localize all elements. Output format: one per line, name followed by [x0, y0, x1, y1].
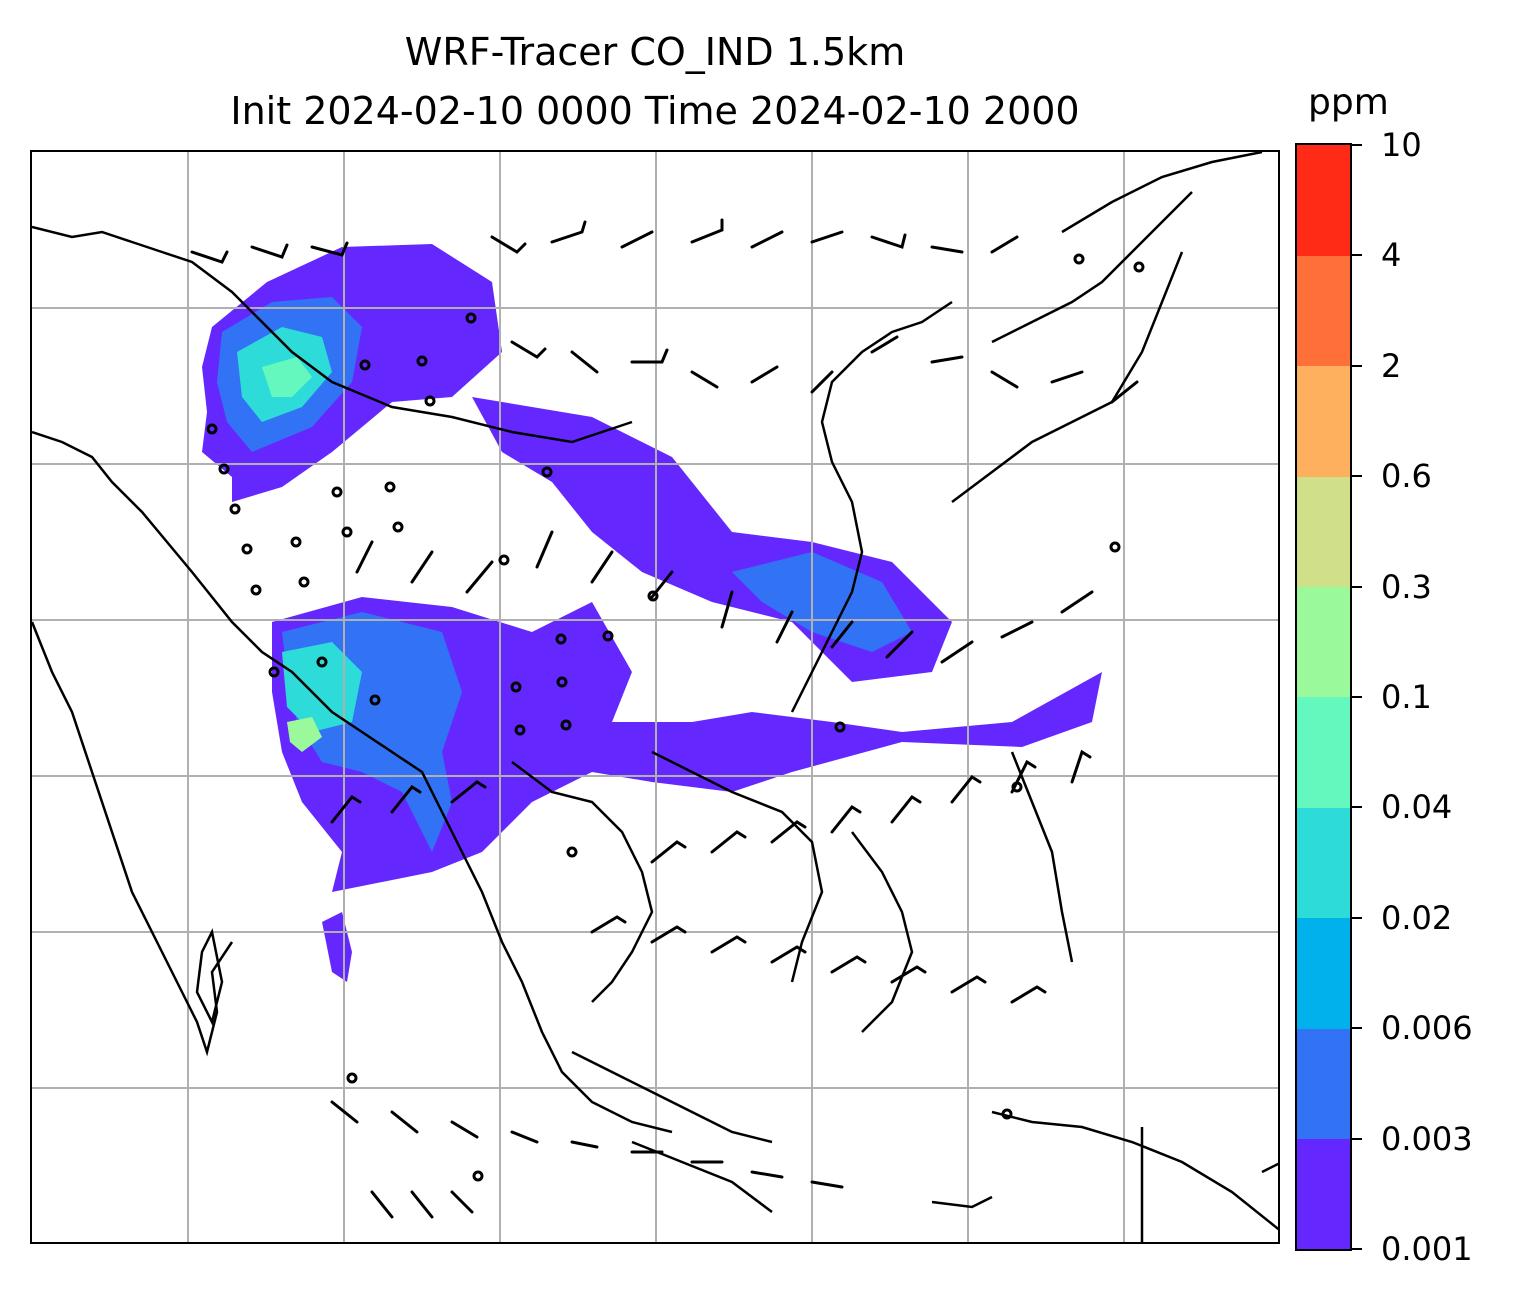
colorbar-tick — [1352, 916, 1362, 919]
colorbar-tick — [1352, 144, 1362, 146]
colorbar-tick-label: 0.006 — [1381, 1009, 1473, 1048]
colorbar-tick — [1352, 696, 1362, 698]
colorbar-segment — [1297, 917, 1350, 1029]
coastlines — [32, 152, 1278, 1242]
colorbar-segment — [1297, 1028, 1350, 1140]
colorbar-tick-label: 0.04 — [1381, 788, 1453, 827]
map-title-line-1: WRF-Tracer CO_IND 1.5km — [404, 30, 906, 74]
colorbar-tick-label: 10 — [1381, 126, 1422, 164]
colorbar-tick — [1352, 1248, 1362, 1250]
colorbar-tick — [1352, 806, 1362, 809]
colorbar-tick — [1352, 1027, 1362, 1030]
colorbar-tick-label: 0.001 — [1381, 1230, 1473, 1268]
colorbar — [1295, 143, 1352, 1251]
calm-wind-markers — [206, 253, 1145, 1182]
map-panel — [30, 150, 1280, 1244]
map-canvas — [32, 152, 1278, 1242]
colorbar-segment — [1297, 476, 1350, 588]
tracer-plume-north-peak — [262, 357, 312, 397]
tracer-patch-sea — [322, 912, 352, 982]
tracer-plume-south-peak — [287, 717, 322, 752]
colorbar-tick-label: 0.1 — [1381, 678, 1432, 716]
colorbar-tick — [1352, 254, 1362, 257]
tracer-shading — [202, 244, 1102, 982]
colorbar-tick — [1352, 364, 1362, 367]
tracer-band-central-mid — [732, 552, 912, 652]
colorbar-segment — [1297, 145, 1350, 256]
colorbar-segment — [1297, 1138, 1350, 1250]
tracer-plume-south — [272, 597, 1102, 892]
colorbar-segment — [1297, 586, 1350, 698]
colorbar-tick-label: 4 — [1381, 236, 1402, 275]
colorbar-tick-label: 0.6 — [1381, 457, 1432, 496]
colorbar-tick-label: 0.3 — [1381, 567, 1432, 606]
colorbar-unit-label: ppm — [1308, 82, 1389, 123]
colorbar-segment — [1297, 255, 1350, 367]
tracer-plume-south-core — [282, 642, 362, 732]
colorbar-tick — [1352, 475, 1362, 478]
wind-barbs — [190, 218, 1139, 1219]
colorbar-segment — [1297, 365, 1350, 477]
colorbar-tick — [1352, 1137, 1362, 1140]
colorbar-tick-label: 0.02 — [1381, 898, 1453, 937]
colorbar-segment — [1297, 807, 1350, 919]
colorbar-tick — [1352, 585, 1362, 588]
colorbar-tick-label: 0.003 — [1381, 1119, 1473, 1158]
map-title-line-2: Init 2024-02-10 0000 Time 2024-02-10 200… — [230, 89, 1080, 133]
colorbar-tick-label: 2 — [1381, 346, 1402, 385]
colorbar-segment — [1297, 697, 1350, 808]
